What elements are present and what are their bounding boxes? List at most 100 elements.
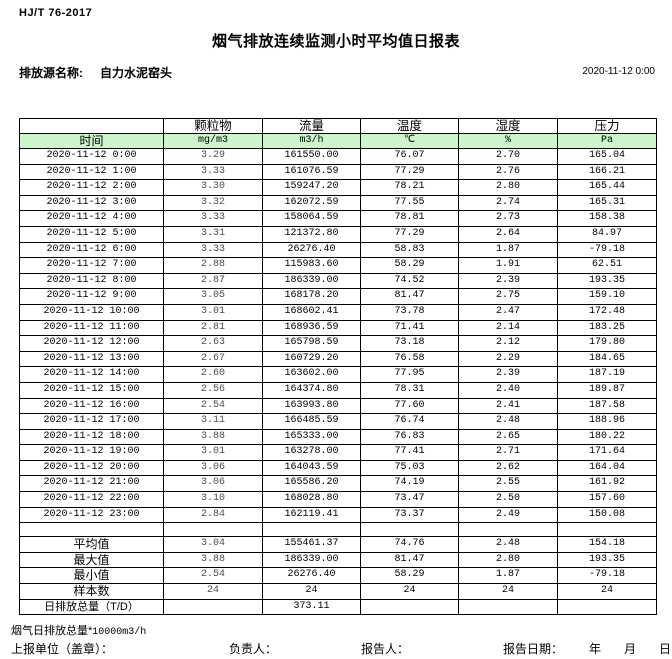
table-row: 2020-11-12 10:00 3.01 168602.41 73.78 2.47 17… — [19, 303, 657, 321]
table-row: 2020-11-12 18:00 3.88 165333.00 76.83 2.65 18… — [19, 428, 657, 446]
cell-temperature: 58.83 — [360, 241, 459, 259]
cell-flow: 165798.59 — [262, 335, 361, 352]
summary-row: 日排放总量（T/D） 373.11 — [19, 598, 657, 616]
summary-cell-temperature: 74.76 — [360, 536, 459, 553]
cell-flow: 161550.00 — [262, 148, 361, 165]
cell-flow: 26276.40 — [262, 241, 361, 259]
cell-time: 2020-11-12 18:00 — [19, 428, 164, 446]
cell-temperature: 58.29 — [360, 257, 459, 274]
cell-particulate: 3.06 — [163, 459, 263, 477]
cell-particulate: 3.33 — [163, 241, 263, 259]
table-row: 2020-11-12 0:00 3.29 161550.00 76.07 2.70 165… — [19, 148, 657, 165]
summary-cell-particulate: 24 — [163, 583, 263, 600]
cell-time: 2020-11-12 21:00 — [19, 475, 164, 493]
spacer-cell — [163, 522, 263, 538]
cell-humidity: 2.14 — [458, 319, 558, 337]
cell-temperature: 74.52 — [360, 272, 459, 290]
summary-label: 最小值 — [19, 567, 164, 585]
cell-humidity: 2.39 — [458, 366, 558, 383]
cell-pressure: 184.65 — [557, 350, 657, 368]
cell-temperature: 76.07 — [360, 148, 459, 165]
cell-time: 2020-11-12 5:00 — [19, 225, 164, 243]
cell-time: 2020-11-12 11:00 — [19, 319, 164, 337]
summary-cell-flow: 26276.40 — [262, 567, 361, 585]
table-row: 2020-11-12 17:00 3.11 166485.59 76.74 2.48 18… — [19, 413, 657, 430]
summary-cell-pressure: -79.18 — [557, 567, 657, 585]
cell-pressure: 158.38 — [557, 210, 657, 227]
summary-cell-flow: 24 — [262, 583, 361, 600]
spacer-cell — [557, 522, 657, 538]
summary-cell-temperature: 58.29 — [360, 567, 459, 585]
cell-particulate: 3.33 — [163, 163, 263, 181]
summary-cell-humidity: 2.80 — [458, 551, 558, 569]
table-row: 2020-11-12 4:00 3.33 158064.59 78.81 2.73 158… — [19, 210, 657, 227]
footer-reporter-label: 报告人： — [361, 642, 410, 656]
cell-humidity: 2.55 — [458, 475, 558, 493]
cell-particulate: 2.84 — [163, 506, 263, 524]
summary-cell-humidity — [458, 598, 558, 616]
cell-particulate: 3.01 — [163, 303, 263, 321]
table-row: 2020-11-12 11:00 2.81 168936.59 71.41 2.14 18… — [19, 319, 657, 337]
cell-particulate: 2.63 — [163, 335, 263, 352]
cell-time: 2020-11-12 16:00 — [19, 397, 164, 415]
group-header-pressure: 压力 — [557, 118, 657, 134]
cell-temperature: 74.19 — [360, 475, 459, 493]
spacer-cell — [262, 522, 361, 538]
cell-time: 2020-11-12 0:00 — [19, 148, 164, 165]
cell-particulate: 2.60 — [163, 366, 263, 383]
footer-fields: 上报单位（盖章）： 负责人： 报告人： 报告日期： 年 月 日 — [11, 640, 671, 658]
footer-head-label: 负责人： — [229, 642, 278, 656]
summary-label: 最大值 — [19, 551, 164, 569]
cell-time: 2020-11-12 1:00 — [19, 163, 164, 181]
cell-humidity: 2.75 — [458, 288, 558, 305]
cell-flow: 121372.80 — [262, 225, 361, 243]
cell-humidity: 2.65 — [458, 428, 558, 446]
footer-note-text: 烟气日排放总量* — [11, 625, 93, 637]
cell-particulate: 3.31 — [163, 225, 263, 243]
summary-cell-particulate — [163, 598, 263, 616]
cell-humidity: 2.62 — [458, 459, 558, 477]
cell-flow: 165586.20 — [262, 475, 361, 493]
summary-row: 平均值 3.04 155461.37 74.76 2.48 154.18 — [19, 536, 657, 553]
cell-humidity: 2.73 — [458, 210, 558, 227]
cell-time: 2020-11-12 19:00 — [19, 444, 164, 461]
cell-particulate: 3.10 — [163, 491, 263, 508]
cell-temperature: 73.37 — [360, 506, 459, 524]
summary-cell-particulate: 3.88 — [163, 551, 263, 569]
cell-flow: 163602.00 — [262, 366, 361, 383]
unit-header-humidity: % — [458, 133, 558, 149]
summary-cell-pressure: 193.35 — [557, 551, 657, 569]
summary-cell-flow: 186339.00 — [262, 551, 361, 569]
cell-temperature: 78.81 — [360, 210, 459, 227]
unit-header-flow: m3/h — [262, 133, 361, 149]
group-header-flow: 流量 — [262, 118, 361, 134]
cell-flow: 158064.59 — [262, 210, 361, 227]
cell-temperature: 77.60 — [360, 397, 459, 415]
cell-temperature: 77.29 — [360, 163, 459, 181]
cell-humidity: 2.74 — [458, 194, 558, 212]
summary-cell-flow: 155461.37 — [262, 536, 361, 553]
spacer-cell — [458, 522, 558, 538]
cell-particulate: 2.87 — [163, 272, 263, 290]
cell-pressure: 189.87 — [557, 381, 657, 399]
cell-particulate: 3.30 — [163, 179, 263, 196]
cell-flow: 164043.59 — [262, 459, 361, 477]
cell-particulate: 2.54 — [163, 397, 263, 415]
table-row: 2020-11-12 15:00 2.56 164374.80 78.31 2.40 18… — [19, 381, 657, 399]
cell-flow: 186339.00 — [262, 272, 361, 290]
summary-cell-humidity: 1.87 — [458, 567, 558, 585]
cell-particulate: 3.01 — [163, 444, 263, 461]
cell-particulate: 3.06 — [163, 475, 263, 493]
unit-header-pressure: Pa — [557, 133, 657, 149]
cell-pressure: 188.96 — [557, 413, 657, 430]
table-row: 2020-11-12 23:00 2.84 162119.41 73.37 2.49 15… — [19, 506, 657, 524]
cell-flow: 165333.00 — [262, 428, 361, 446]
cell-flow: 162119.41 — [262, 506, 361, 524]
cell-time: 2020-11-12 22:00 — [19, 491, 164, 508]
page-title: 烟气排放连续监测小时平均值日报表 — [211, 33, 460, 50]
footer-note: 烟气日排放总量*10000m3/h — [11, 622, 671, 638]
cell-time: 2020-11-12 13:00 — [19, 350, 164, 368]
summary-cell-temperature: 24 — [360, 583, 459, 600]
table-row: 2020-11-12 5:00 3.31 121372.80 77.29 2.64 84.… — [19, 225, 657, 243]
